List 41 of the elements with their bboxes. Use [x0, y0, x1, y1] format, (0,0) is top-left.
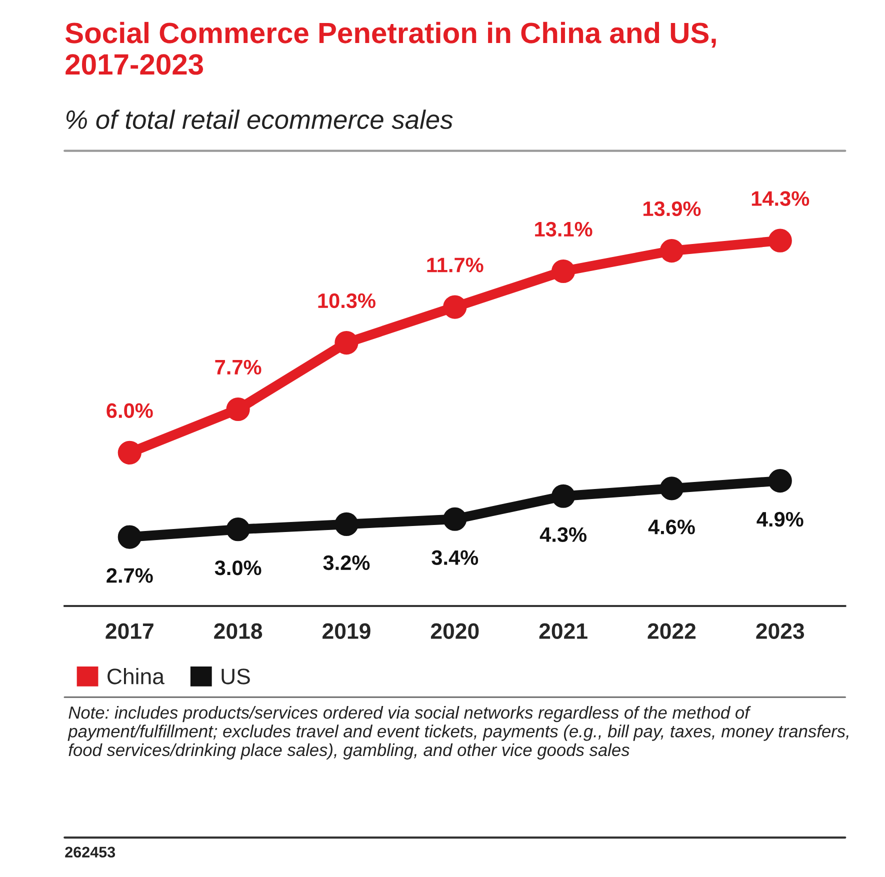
- point: [660, 476, 684, 500]
- point: [226, 397, 250, 422]
- data-label: 3.4%: [432, 550, 478, 566]
- point: [768, 228, 792, 252]
- x-tick-label: 2019: [322, 623, 370, 639]
- data-label: 3.2%: [323, 555, 370, 570]
- point: [334, 512, 358, 536]
- point: [118, 525, 142, 549]
- legend-label: China: [108, 668, 164, 684]
- text: Note: includes products/services ordered via social networks regardless of the method of payment/fulfillment; excludes travel and event tickets, payments (e.g., bill pay, taxes, money transfers, food services/drinking place sales), gambling, and other vice goods sales: [68, 706, 848, 760]
- point: [443, 295, 467, 319]
- point: [768, 468, 792, 493]
- x-tick-label: 2021: [539, 623, 588, 639]
- data-label: 4.3%: [540, 527, 586, 542]
- data-label: 13.9%: [643, 201, 701, 216]
- data-label: 3.0%: [214, 560, 262, 576]
- point: [334, 331, 358, 355]
- data-label: 7.7%: [215, 360, 262, 375]
- point: [443, 507, 467, 531]
- point: [660, 239, 684, 263]
- data-label: 6.0%: [106, 403, 153, 418]
- data-label: 13.1%: [535, 222, 592, 237]
- data-label: 2.7%: [106, 568, 153, 583]
- point: [226, 518, 250, 542]
- data-label: 4.6%: [648, 520, 695, 534]
- chart-title: Social Commerce Penetration in China and US, 2017-2023: [65, 22, 716, 75]
- x-tick-label: 2023: [756, 623, 804, 640]
- data-label: 4.9%: [756, 512, 804, 527]
- point: [551, 484, 576, 508]
- x-tick-label: 2017: [106, 623, 154, 639]
- x-tick-label: 2022: [648, 623, 696, 639]
- point: [118, 440, 142, 464]
- data-label: 14.3%: [752, 191, 810, 206]
- x-tick-label: 2020: [430, 623, 479, 639]
- point: [551, 259, 576, 284]
- text: 262453: [65, 846, 116, 858]
- data-label: 11.7%: [427, 258, 484, 272]
- x-tick-label: 2018: [214, 623, 262, 639]
- data-label: 10.3%: [318, 293, 376, 308]
- chart-subtitle: % of total retail ecommerce sales: [66, 110, 453, 130]
- legend-label: US: [222, 668, 250, 684]
